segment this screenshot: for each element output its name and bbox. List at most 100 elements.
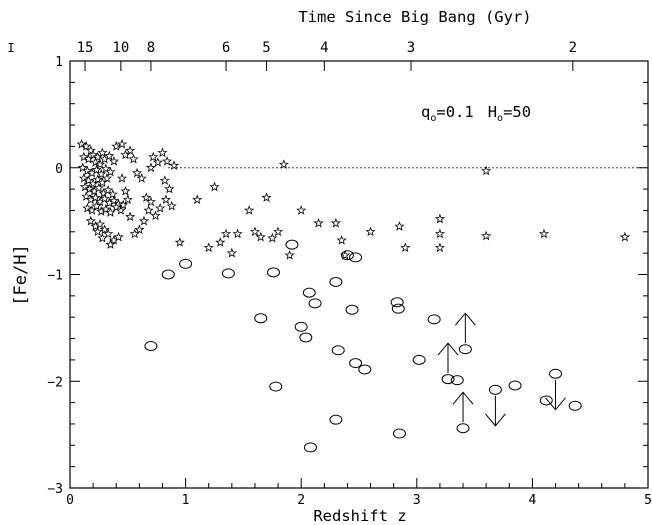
star-point — [174, 237, 185, 247]
data-marks — [76, 138, 630, 453]
x-axis-label: Redshift z — [313, 507, 406, 525]
star-point — [115, 205, 126, 215]
x-tick-label: 0 — [66, 493, 74, 508]
y-tick-label: −3 — [47, 482, 63, 497]
tick-labels: 0 1 2 3 4 510−1−2−315 10 8 6 5 4 3 2I — [7, 40, 652, 508]
circle-point — [450, 375, 464, 386]
star-point — [105, 239, 116, 249]
star-point — [103, 184, 114, 195]
circle-point — [308, 298, 322, 309]
star-point — [90, 157, 101, 167]
star-point — [93, 182, 104, 193]
circle-point — [179, 258, 193, 269]
circle-point — [302, 287, 316, 298]
star-point — [84, 183, 95, 194]
star-point — [108, 155, 120, 166]
star-point — [128, 153, 139, 164]
star-point — [481, 165, 492, 176]
top-tick-label: 10 — [112, 40, 129, 56]
plot-frame — [69, 60, 649, 489]
star-point — [99, 224, 110, 234]
circle-point — [488, 384, 502, 395]
top-tick-label: 5 — [262, 40, 270, 56]
star-point — [97, 147, 108, 158]
star-point — [145, 196, 156, 207]
star-point — [148, 151, 159, 162]
star-point — [267, 232, 278, 243]
star-point — [92, 226, 103, 237]
star-point — [138, 215, 150, 226]
star-point — [400, 242, 411, 253]
star-point — [434, 213, 445, 224]
cosmology-annotation: qo=0.1 Ho=50 — [421, 103, 531, 124]
circle-point — [539, 395, 553, 406]
top-axis-label: Time Since Big Bang (Gyr) — [298, 8, 531, 26]
star-point — [145, 162, 156, 173]
circle-point — [161, 269, 175, 280]
star-point — [81, 141, 92, 151]
star-point — [220, 228, 232, 239]
star-point — [336, 235, 347, 245]
circle-point — [254, 313, 268, 324]
star-point — [104, 150, 115, 161]
circle-point — [568, 400, 582, 411]
top-tick-label: 4 — [320, 40, 328, 56]
star-point — [94, 218, 106, 229]
circle-point — [549, 368, 563, 379]
circle-point — [392, 428, 406, 439]
x-tick-label: 2 — [297, 493, 305, 508]
star-point — [96, 168, 107, 179]
star-point — [107, 189, 118, 199]
star-point — [215, 237, 226, 247]
limit-arrow-head — [437, 342, 459, 356]
star-point — [284, 249, 295, 260]
star-point — [125, 145, 136, 155]
star-point — [232, 228, 243, 239]
x-tick-label: 1 — [182, 493, 190, 508]
top-tick-label: 6 — [222, 40, 230, 56]
star-point — [101, 173, 113, 183]
top-tick-label: 8 — [147, 40, 155, 56]
star-point — [296, 205, 307, 215]
circle-point — [331, 345, 345, 356]
star-point — [85, 145, 96, 155]
star-point — [91, 164, 102, 175]
star-point — [105, 166, 116, 177]
y-tick-label: 0 — [55, 162, 63, 177]
y-tick-label: −1 — [47, 269, 63, 284]
circle-point — [303, 442, 317, 453]
star-point — [168, 160, 180, 170]
y-tick-label: −2 — [47, 375, 63, 390]
star-point — [481, 230, 492, 241]
circle-point — [144, 341, 158, 352]
star-point — [152, 157, 163, 167]
star-point — [141, 192, 152, 202]
circle-point — [269, 381, 283, 392]
star-point — [157, 147, 168, 158]
star-point — [99, 193, 110, 204]
star-point — [131, 167, 143, 178]
star-point — [159, 175, 170, 185]
star-point — [116, 138, 128, 149]
circle-point — [391, 303, 405, 314]
star-point — [116, 173, 128, 183]
x-tick-label: 3 — [413, 493, 421, 508]
circle-point — [340, 250, 354, 261]
star-point — [118, 199, 129, 210]
circle-point — [294, 321, 308, 332]
star-point — [136, 173, 147, 183]
star-point — [434, 228, 445, 239]
star-point — [330, 217, 341, 228]
star-point — [90, 192, 101, 202]
star-point — [111, 141, 122, 151]
y-tick-label: 1 — [55, 55, 63, 70]
star-point — [164, 183, 175, 194]
star-point — [394, 221, 405, 231]
circle-point — [345, 304, 359, 315]
star-point — [192, 194, 203, 205]
circle-point — [412, 354, 426, 365]
star-point — [134, 224, 145, 234]
star-point — [434, 242, 445, 253]
circle-point — [329, 276, 343, 287]
